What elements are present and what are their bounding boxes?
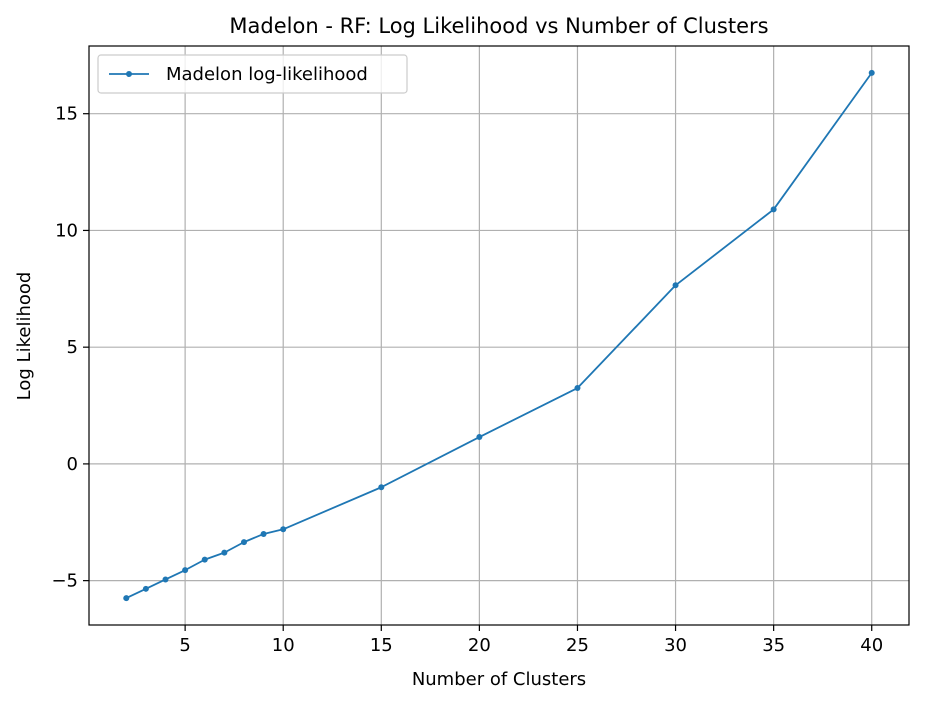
data-point <box>476 434 483 441</box>
x-tick-label: 30 <box>664 635 687 656</box>
x-tick-label: 25 <box>566 635 589 656</box>
data-point <box>868 69 875 76</box>
data-point <box>240 539 247 546</box>
legend: Madelon log-likelihood <box>97 54 408 94</box>
y-axis-label: Log Likelihood <box>14 272 35 401</box>
x-tick-label: 5 <box>179 635 190 656</box>
x-tick-label: 15 <box>370 635 393 656</box>
data-point <box>574 385 581 392</box>
data-point <box>770 206 777 213</box>
y-tick-label: −5 <box>51 571 78 592</box>
y-tick-label: 5 <box>67 337 78 358</box>
grid-layer <box>89 46 909 625</box>
data-point <box>280 526 287 533</box>
data-point <box>260 530 267 537</box>
data-point <box>123 595 130 602</box>
y-tick-label: 0 <box>67 454 78 475</box>
data-point <box>672 282 679 289</box>
legend-label: Madelon log-likelihood <box>166 64 368 85</box>
data-point <box>201 556 208 563</box>
legend-marker-swatch <box>126 71 132 77</box>
data-point <box>221 549 228 556</box>
chart-title: Madelon - RF: Log Likelihood vs Number o… <box>229 14 768 38</box>
data-point <box>142 585 149 592</box>
x-tick-label: 40 <box>860 635 883 656</box>
series-layer <box>123 69 875 602</box>
y-tick-label: 15 <box>55 104 78 125</box>
data-point <box>378 484 385 491</box>
data-point <box>182 567 189 574</box>
x-tick-label: 35 <box>762 635 785 656</box>
x-axis-label: Number of Clusters <box>412 669 586 690</box>
tick-layer: 5 10 15 20 25 30 35 40 −5 0 5 10 15 <box>51 104 883 656</box>
legend-box <box>97 54 408 94</box>
x-tick-label: 20 <box>468 635 491 656</box>
plot-frame <box>88 45 910 626</box>
x-tick-label: 10 <box>272 635 295 656</box>
y-tick-label: 10 <box>55 220 78 241</box>
data-point <box>162 576 169 583</box>
